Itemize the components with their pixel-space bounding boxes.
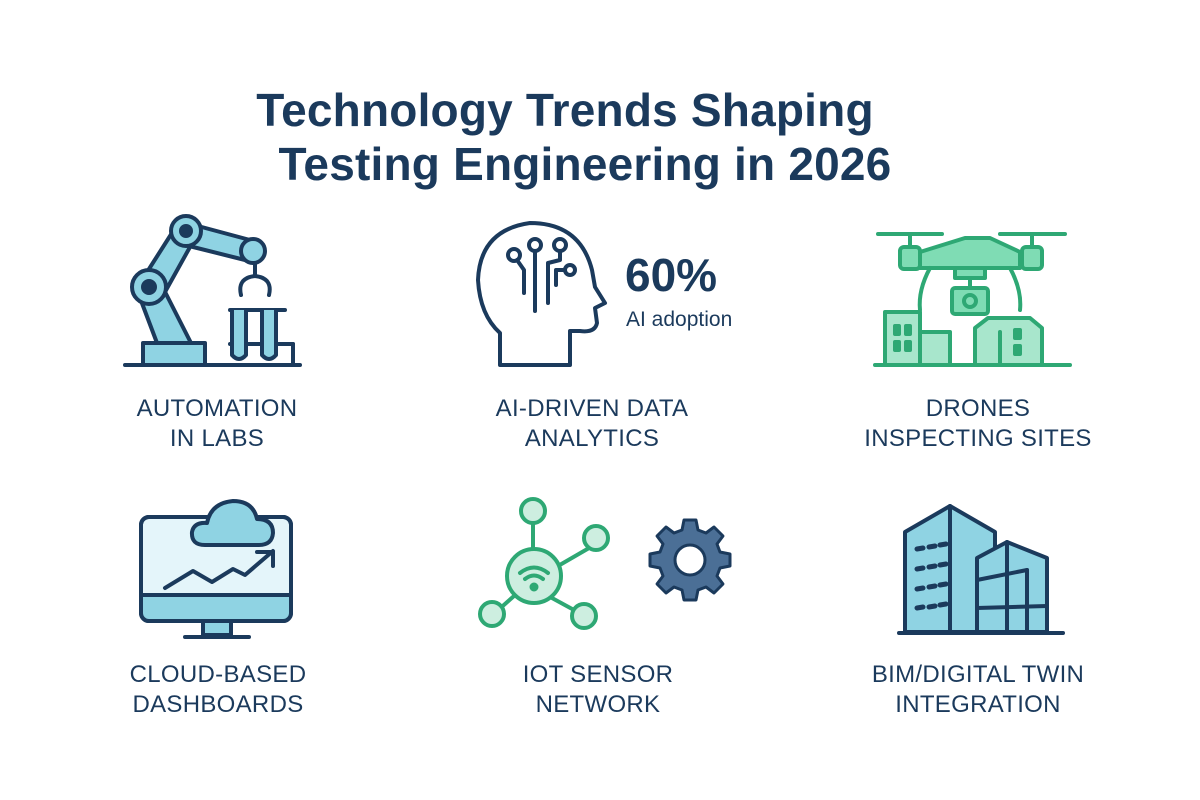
iot-network-icon: [478, 497, 610, 630]
robotic-arm-icon: [123, 214, 302, 367]
title-line-2: Testing Engineering in 2026: [278, 137, 892, 190]
trend-label-ai-analytics: AI-DRIVEN DATA ANALYTICS: [495, 395, 689, 452]
drone-icon: [873, 232, 1072, 367]
trend-label-automation: AUTOMATION IN LABS: [136, 395, 298, 452]
ai-adoption-value: 60%: [625, 249, 718, 301]
trend-label-bim-digital-twin: BIM/DIGITAL TWIN INTEGRATION: [871, 661, 1085, 718]
title-line-1: Technology Trends Shaping: [256, 83, 874, 136]
ai-head-icon: [476, 221, 607, 367]
ai-adoption-label: AI adoption: [626, 308, 733, 331]
page-title: Technology Trends Shaping Testing Engine…: [0, 83, 1140, 191]
trend-label-iot-network: IOT SENSOR NETWORK: [522, 661, 674, 718]
gear-icon: [648, 518, 732, 602]
buildings-icon: [897, 504, 1065, 635]
trend-label-drones: DRONES INSPECTING SITES: [864, 395, 1092, 452]
cloud-dashboard-icon: [139, 499, 293, 639]
trend-label-cloud-dashboards: CLOUD-BASED DASHBOARDS: [129, 661, 307, 718]
